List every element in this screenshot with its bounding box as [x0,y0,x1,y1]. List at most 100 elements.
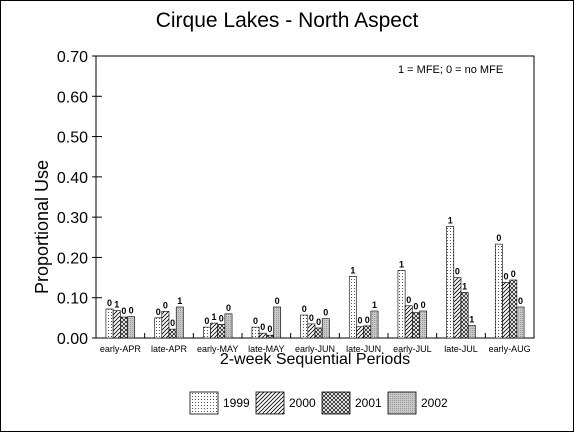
data-label: 0 [309,313,314,323]
bar-2002-early-MAY [224,313,233,339]
bar-2001-early-APR [120,316,128,339]
data-label: 0 [358,316,363,326]
data-label: 0 [107,298,112,308]
bar-2000-late-JUN [356,326,364,339]
bar-2001-early-JUN [314,327,323,339]
data-label: 0 [163,300,168,310]
y-tick-label: 0.10 [57,291,88,308]
bar-2001-late-APR [168,328,177,339]
bar-1999-late-APR [154,317,163,339]
data-label: 0 [219,313,224,323]
bar-2000-early-JUN [307,323,316,339]
data-label: 0 [275,296,280,306]
chart-title: Cirque Lakes - North Aspect [156,9,419,32]
data-label: 0 [455,267,460,277]
data-label: 0 [204,316,209,326]
x-axis-label: 2-week Sequential Periods [220,351,410,368]
bar-2000-early-AUG [502,282,510,339]
y-axis: 0.00 0.10 0.20 0.30 0.40 0.50 0.60 0.70 [57,49,102,348]
data-label: 0 [302,304,307,314]
data-label: 0 [121,306,126,316]
bar-2001-early-MAY [217,324,226,339]
data-label: 1 [372,300,377,310]
x-tick-label: early-AUG [489,344,531,354]
bar-2002-late-JUL [467,325,476,339]
x-axis: early-APR late-APR early-MAY late-MAY early-… [100,333,531,354]
x-tick-label: early-APR [100,344,142,354]
y-tick-label: 0.40 [57,170,88,187]
legend-swatch-2001 [321,391,351,415]
data-label: 1 [399,259,404,269]
y-tick-label: 0.50 [57,130,88,147]
data-label: 0 [421,300,426,310]
data-label: 1 [469,315,474,325]
legend: 1999 2000 2001 2002 [189,391,448,415]
data-label: 0 [518,296,523,306]
legend-label: 2001 [355,396,382,410]
bar-1999-early-APR [105,308,114,339]
legend-label: 2000 [289,396,316,410]
legend-label: 2002 [421,396,448,410]
bar-2002-early-AUG [516,306,525,339]
data-label: 0 [316,317,321,327]
x-tick-label: late-JUL [444,344,478,354]
data-label: 0 [253,316,258,326]
x-tick-label: late-MAY [248,344,284,354]
bar-series [105,226,525,339]
data-label: 0 [170,318,175,328]
legend-swatch-1999 [189,391,219,415]
data-label: 1 [448,215,453,225]
bar-2000-early-APR [112,310,121,339]
bar-2001-early-AUG [509,279,518,339]
y-axis-label: Proportional Use [32,160,52,294]
data-label: 0 [226,303,231,313]
bar-2001-late-JUL [460,292,469,339]
data-label: 0 [267,324,272,334]
data-label: 0 [156,307,161,317]
y-tick-label: 0.70 [57,49,88,66]
x-tick-label: early-JUN [295,344,335,354]
data-label: 0 [260,322,265,332]
data-label: 0 [504,271,509,281]
y-tick-label: 0.20 [57,250,88,267]
bar-2001-late-JUN [363,325,372,339]
data-label: 1 [350,265,355,275]
data-label: 0 [406,295,411,305]
data-label: 1 [114,300,119,310]
data-label: 0 [365,315,370,325]
bar-2000-late-MAY [258,332,267,339]
bar-2002-late-APR [175,306,184,339]
bar-1999-early-MAY [202,326,211,339]
y-tick-label: 0.00 [57,331,88,348]
bar-1999-early-AUG [494,243,503,339]
bar-2002-early-JUN [321,318,330,339]
data-label: 1 [462,281,467,291]
x-tick-label: late-APR [151,344,188,354]
bar-1999-late-JUN [348,276,357,339]
data-label: 0 [413,302,418,312]
y-tick-label: 0.30 [57,210,88,227]
x-tick-label: early-MAY [197,344,238,354]
data-label: 0 [323,308,328,318]
data-label: 1 [177,296,182,306]
legend-swatch-2000 [255,391,285,415]
bar-2000-early-JUL [404,305,413,339]
data-label: 0 [511,269,516,279]
bar-2000-late-JUL [453,277,462,339]
bar-2000-late-APR [161,311,170,339]
bar-2001-late-MAY [266,334,274,339]
data-label: 1 [212,312,217,322]
bar-1999-late-MAY [251,326,260,339]
bar-1999-late-JUL [446,226,455,339]
chart-annotation: 1 = MFE; 0 = no MFE [398,64,503,76]
bar-2002-late-MAY [273,306,282,339]
bar-2000-early-MAY [210,322,218,339]
bar-2002-late-JUN [370,310,379,339]
bar-2001-early-JUL [412,312,420,339]
bar-1999-early-JUL [397,270,406,339]
data-label: 0 [496,233,501,243]
data-label: 0 [129,306,134,316]
